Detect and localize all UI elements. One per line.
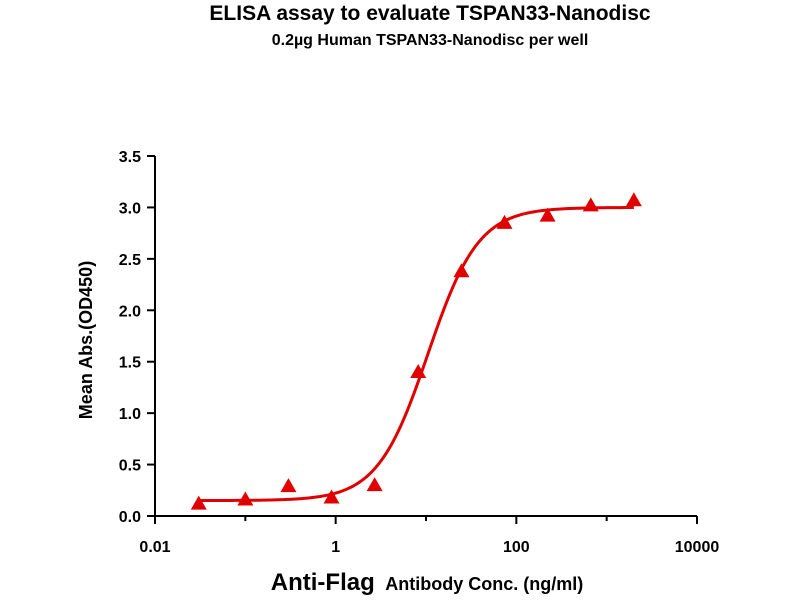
x-axis-label-rest: Antibody Conc. (ng/ml) — [385, 574, 583, 594]
y-ticks: 0.0 0.5 1.0 1.5 2.0 2.5 3.0 3.5 — [119, 149, 155, 526]
y-tick-label: 0.0 — [119, 509, 141, 526]
x-axis-label-main: Anti-Flag — [271, 569, 375, 596]
data-point-triangle — [366, 477, 383, 492]
x-ticks: 0.01 1 100 10000 — [139, 516, 719, 556]
y-axis-label: Mean Abs.(OD450) — [76, 261, 96, 419]
data-point-triangle — [539, 207, 556, 222]
x-tick-label: 1 — [331, 539, 340, 556]
x-tick-label: 100 — [503, 539, 530, 556]
data-point-triangle — [496, 214, 513, 229]
data-point-triangle — [190, 495, 207, 510]
data-points — [190, 192, 642, 510]
data-point-triangle — [453, 263, 470, 278]
y-tick-label: 0.5 — [119, 458, 141, 475]
data-point-triangle — [280, 478, 297, 493]
data-point-triangle — [323, 489, 340, 504]
x-axis-label: Anti-Flag Antibody Conc. (ng/ml) — [271, 569, 583, 596]
x-tick-label: 0.01 — [139, 539, 170, 556]
y-tick-label: 1.5 — [119, 355, 141, 372]
y-tick-label: 2.5 — [119, 252, 141, 269]
data-point-triangle — [625, 192, 642, 207]
y-tick-label: 3.5 — [119, 149, 141, 166]
data-point-triangle — [582, 197, 599, 212]
data-point-triangle — [410, 364, 427, 378]
data-point-triangle — [237, 491, 254, 506]
y-tick-label: 3.0 — [119, 200, 141, 217]
x-tick-label: 10000 — [675, 539, 720, 556]
chart-subtitle: 0.2µg Human TSPAN33-Nanodisc per well — [271, 32, 589, 49]
chart-title: ELISA assay to evaluate TSPAN33-Nanodisc — [209, 2, 651, 25]
axes — [154, 156, 697, 517]
y-tick-label: 2.0 — [119, 303, 141, 320]
y-tick-label: 1.0 — [119, 406, 141, 423]
fit-curve — [198, 206, 634, 503]
